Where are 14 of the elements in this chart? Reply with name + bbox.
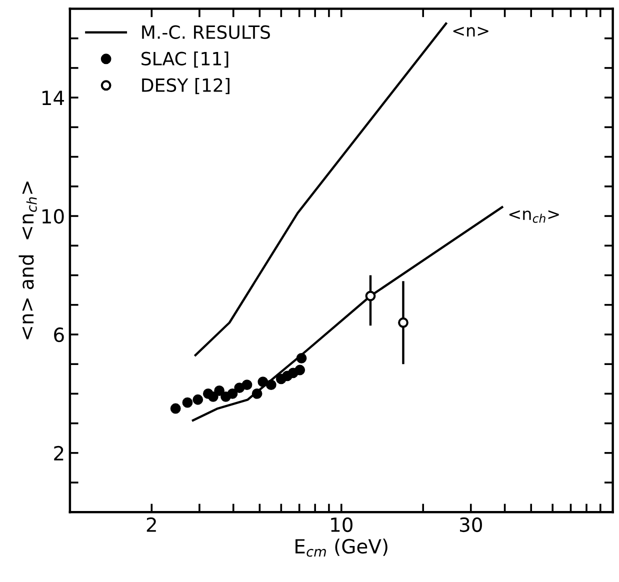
x-axis-title: E$_{cm}$ (GeV): [296, 538, 388, 557]
y-axis-title: <n> and <n$_{ch}$>: [18, 182, 37, 340]
y-tick-label: 2: [54, 446, 64, 460]
annotation: <n>: [453, 26, 488, 36]
y-tick-label: 14: [42, 90, 64, 105]
y-tick-label: 6: [54, 327, 64, 342]
legend-label: M.-C. RESULTS: [142, 25, 270, 39]
legend-label: SLAC [11]: [142, 51, 228, 68]
annotation: <n$_{ch}$>: [509, 210, 559, 223]
x-tick-label: 10: [331, 517, 352, 532]
x-tick-label: 30: [460, 517, 482, 532]
legend-label: DESY [12]: [142, 78, 230, 94]
x-tick-label: 2: [146, 517, 156, 532]
y-tick-label: 10: [42, 208, 64, 224]
